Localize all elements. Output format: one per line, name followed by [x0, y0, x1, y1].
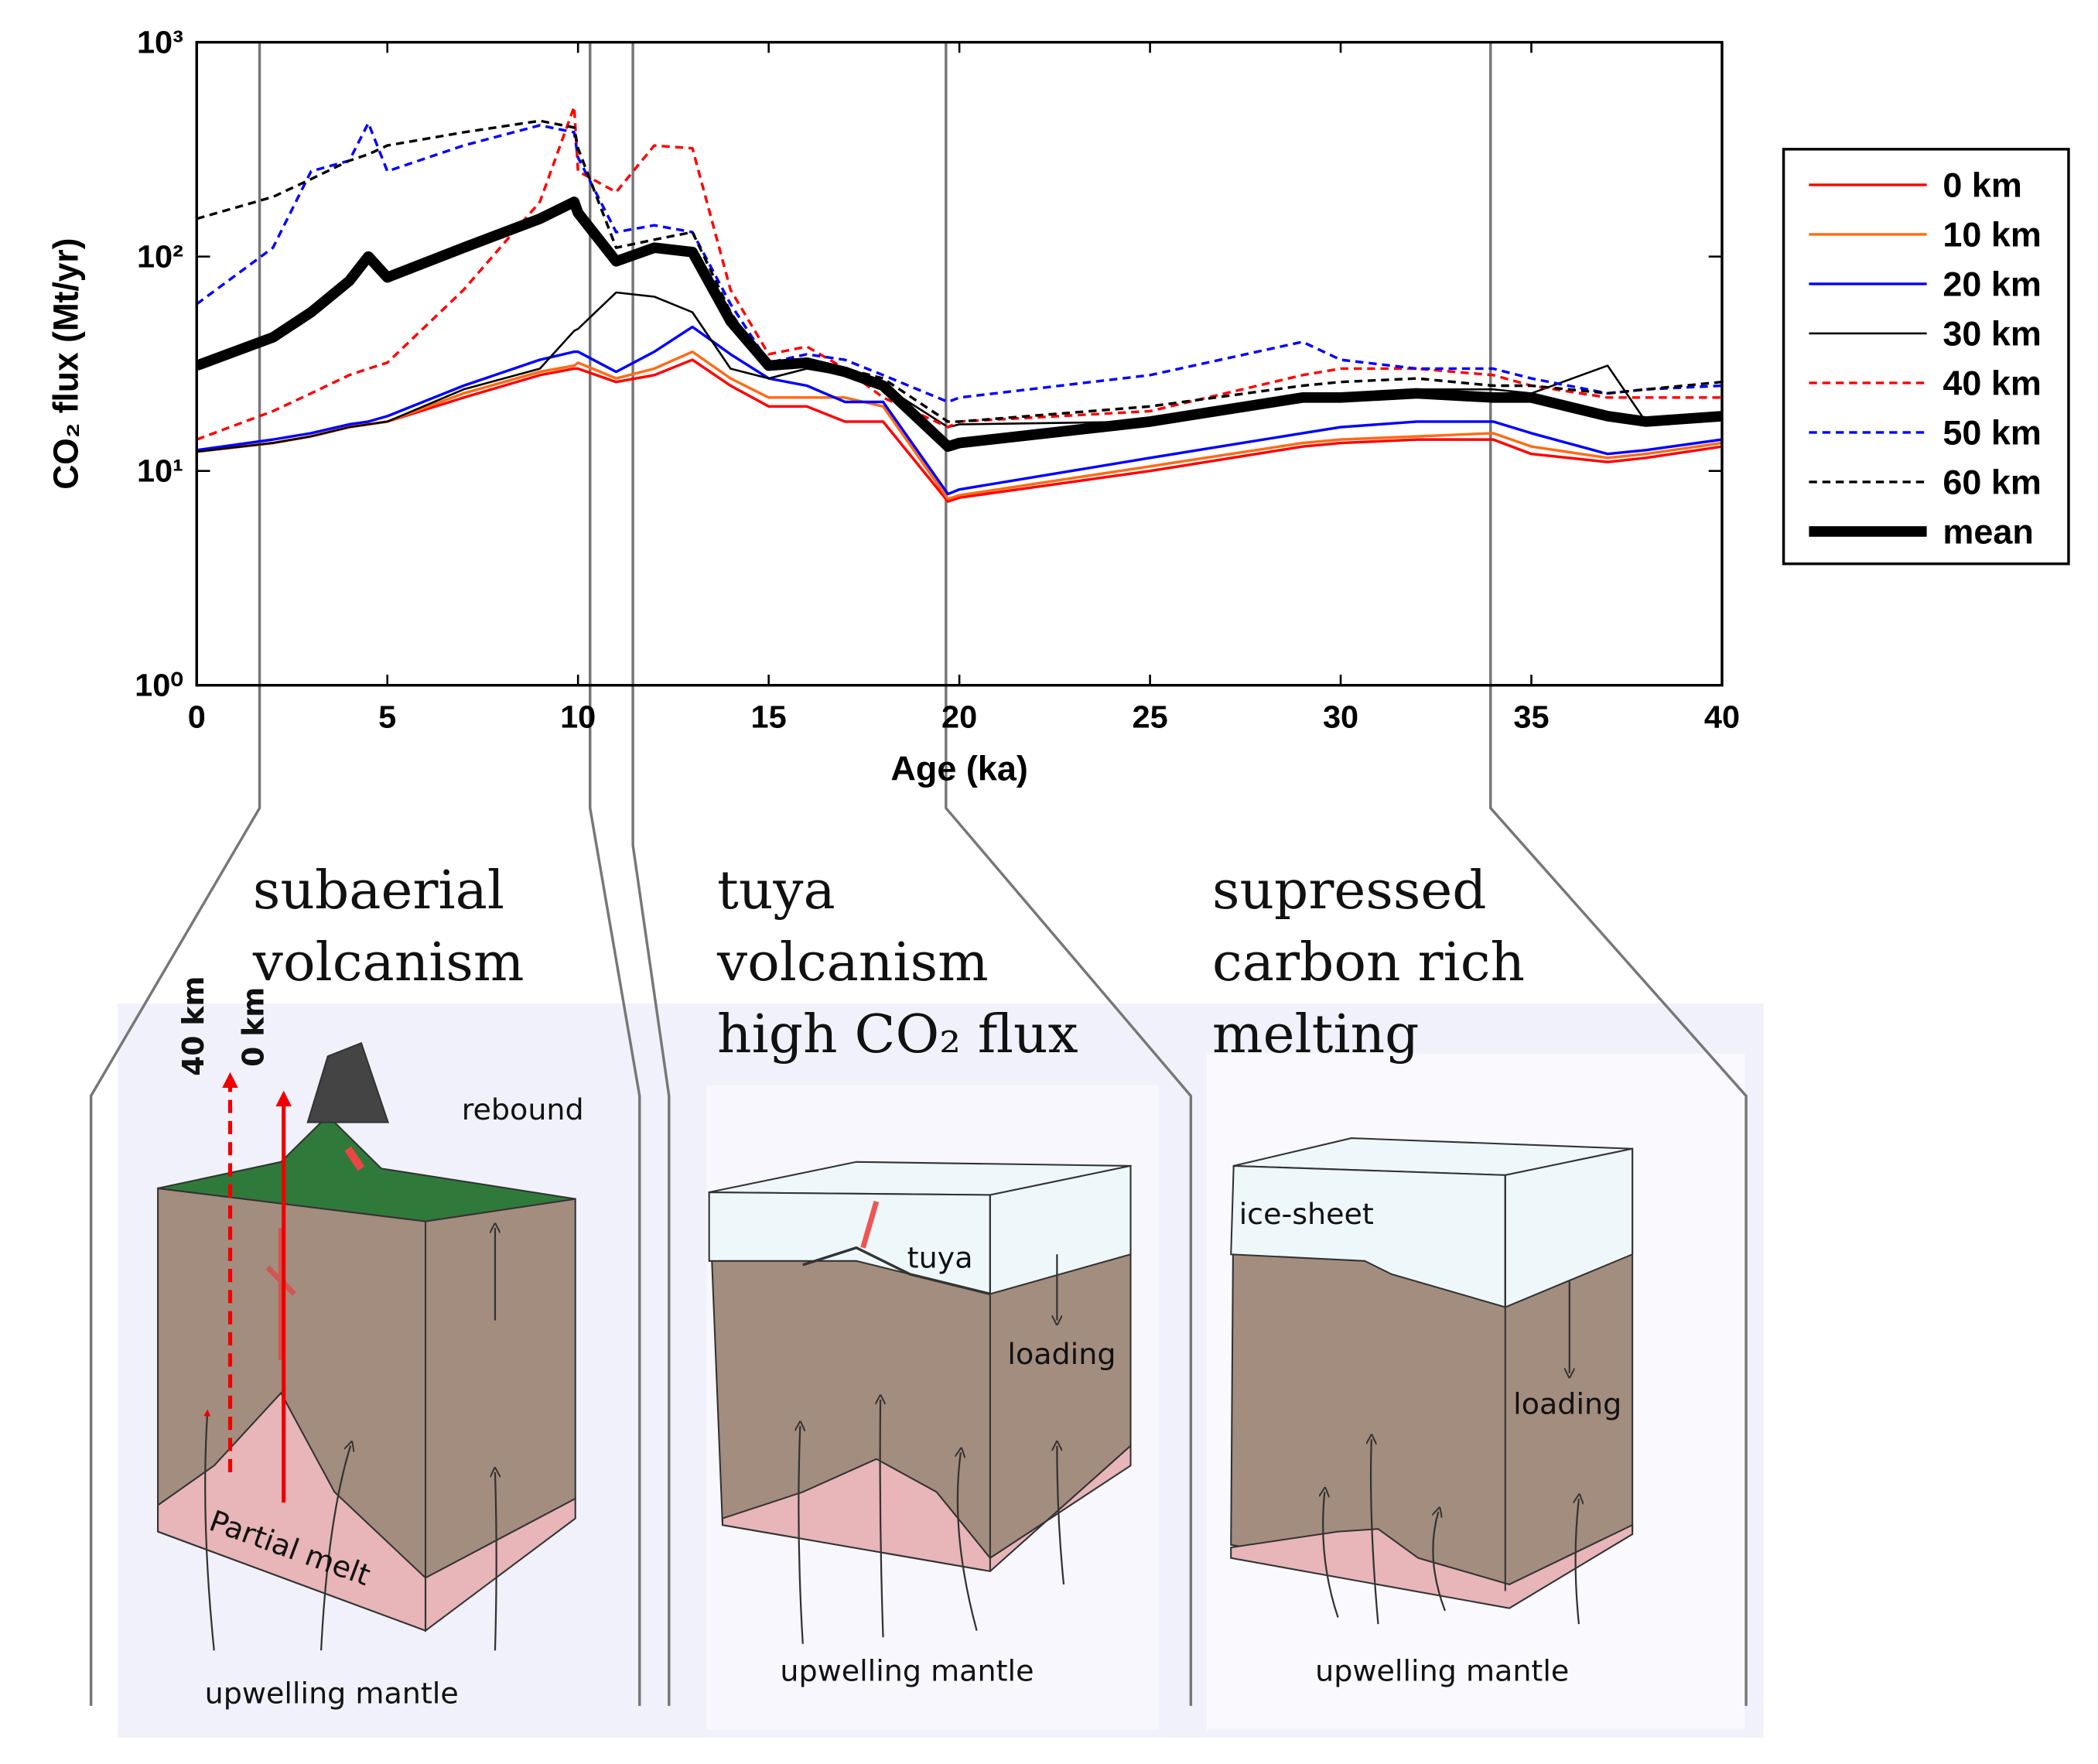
y-tick-label: 10²	[137, 239, 183, 275]
x-tick-label: 40	[1704, 699, 1740, 735]
series-line	[196, 119, 1722, 423]
panel-title: volcanism	[716, 932, 989, 993]
y-tick-label: 10⁰	[135, 668, 183, 703]
block-subaerial	[157, 1041, 576, 1632]
panel-label: upwelling mantle	[205, 1677, 459, 1711]
panel-title: supressed	[1212, 860, 1487, 921]
legend-label: 20 km	[1943, 266, 2041, 304]
panel-title: subaerial	[253, 860, 504, 921]
panel-title: carbon rich	[1212, 932, 1525, 993]
series-line	[196, 358, 1722, 503]
panel-label: tuya	[907, 1241, 973, 1275]
panel-label: upwelling mantle	[780, 1654, 1034, 1688]
panel-label: loading	[1513, 1387, 1621, 1421]
panel-label: 40 km	[176, 976, 210, 1076]
panel-title: tuya	[717, 860, 835, 921]
x-tick-label: 20	[941, 699, 977, 735]
y-axis-label: CO₂ flux (Mt/yr)	[47, 238, 85, 490]
x-tick-label: 0	[188, 699, 206, 735]
panel-label: 0 km	[236, 987, 270, 1067]
panel-title: high CO₂ flux	[717, 1004, 1078, 1065]
legend-label: 30 km	[1943, 316, 2041, 354]
x-axis-label: Age (ka)	[890, 750, 1027, 788]
panel-label: upwelling mantle	[1315, 1654, 1569, 1688]
legend-label: mean	[1943, 514, 2033, 552]
series-line	[196, 197, 1722, 452]
lines	[196, 105, 1722, 503]
y-tick-label: 10¹	[137, 453, 183, 489]
x-tick-label: 35	[1513, 699, 1549, 735]
upwelling-arrows	[203, 1228, 1579, 1651]
y-tick-label: 10³	[137, 25, 183, 60]
series-line	[196, 105, 1722, 441]
panel-label: loading	[1007, 1337, 1116, 1371]
series-line	[196, 121, 1722, 404]
x-tick-label: 5	[378, 699, 396, 735]
block-ice	[1230, 1137, 1634, 1609]
x-tick-label: 30	[1323, 699, 1358, 735]
legend-label: 60 km	[1943, 464, 2041, 502]
panel-title: melting	[1212, 1004, 1419, 1065]
x-tick-label: 15	[751, 699, 787, 735]
panel-label: ice-sheet	[1239, 1197, 1374, 1231]
legend-box	[1782, 148, 2070, 566]
legend-label: 40 km	[1943, 365, 2041, 403]
legend-label: 50 km	[1943, 415, 2041, 453]
legend-label: 0 km	[1943, 167, 2021, 205]
x-tick-label: 25	[1133, 699, 1168, 735]
legend-label: 10 km	[1943, 217, 2041, 255]
panel-label: rebound	[462, 1092, 584, 1126]
block-tuya	[708, 1161, 1132, 1572]
x-tick-label: 10	[560, 699, 596, 735]
panel-title: volcanism	[252, 932, 524, 993]
